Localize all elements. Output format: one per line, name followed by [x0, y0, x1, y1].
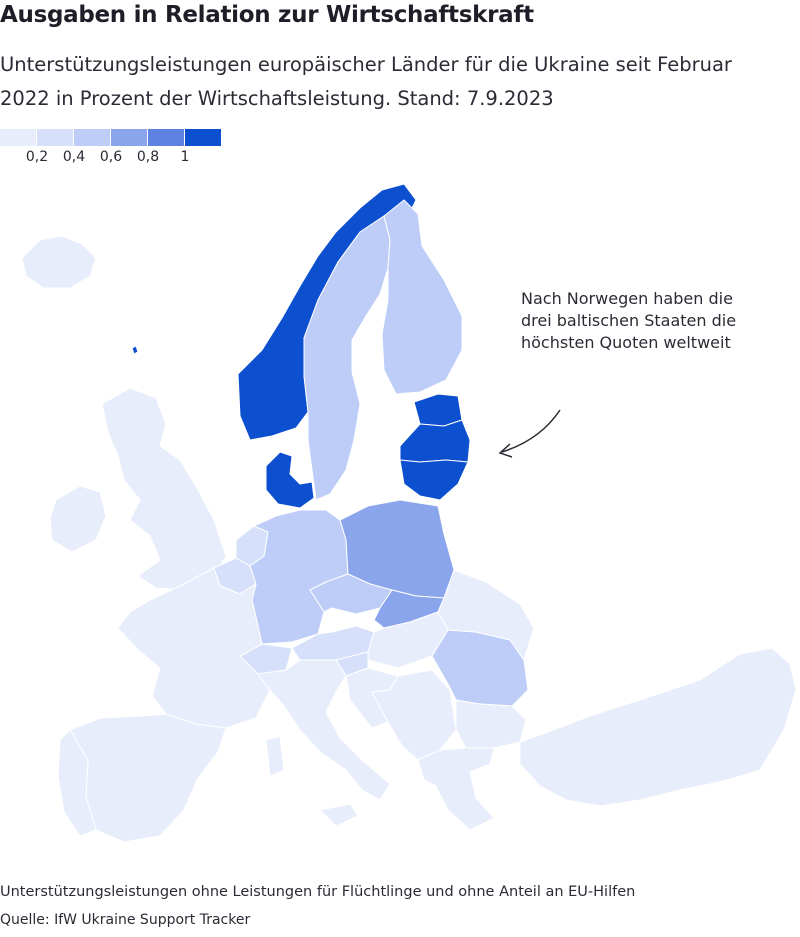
europe-map [21, 183, 797, 843]
legend-swatch-2 [74, 129, 110, 146]
country-sardinia [265, 735, 285, 777]
country-portugal [57, 729, 97, 837]
legend-tick-0-2: 0,2 [25, 149, 49, 165]
country-uk [101, 387, 227, 591]
chart-title: Ausgaben in Relation zur Wirtschaftskraf… [0, 2, 534, 28]
map-annotation: Nach Norwegen haben die drei baltischen … [521, 289, 737, 352]
legend-swatch-5 [185, 129, 221, 146]
country-italy [257, 659, 391, 801]
country-estonia [413, 393, 463, 427]
legend-swatch-3 [111, 129, 147, 146]
country-finland [381, 199, 463, 395]
source-line: Quelle: IfW Ukraine Support Tracker [0, 912, 251, 928]
legend-swatch-4 [148, 129, 184, 146]
country-lithuania [399, 459, 469, 501]
country-iceland [21, 235, 97, 289]
country-bulgaria [455, 699, 527, 749]
legend-tick-0-6: 0,6 [99, 149, 123, 165]
legend-swatch-1 [37, 129, 73, 146]
legend-ticks: 0,2 0,4 0,6 0,8 1 [0, 149, 222, 171]
country-sicily [319, 803, 359, 827]
country-france [117, 567, 271, 729]
country-greece [417, 747, 495, 831]
chart-subtitle: Unterstützungsleistungen europäischer Lä… [0, 53, 732, 110]
country-ireland [49, 485, 107, 553]
legend-tick-0-4: 0,4 [62, 149, 86, 165]
annotation-arrow [501, 409, 561, 453]
country-latvia [399, 419, 471, 463]
country-faroe [131, 345, 139, 355]
legend-swatches [0, 129, 222, 146]
country-ukraine-region [437, 569, 535, 661]
footnote: Unterstützungsleistungen ohne Leistungen… [0, 884, 636, 900]
country-turkey [519, 647, 797, 807]
annotation-arrowhead [498, 443, 513, 458]
legend-tick-0-8: 0,8 [136, 149, 160, 165]
legend-tick-1: 1 [180, 149, 190, 165]
color-legend: 0,2 0,4 0,6 0,8 1 [0, 129, 222, 171]
country-denmark [265, 451, 315, 509]
country-sweden [303, 215, 391, 501]
legend-swatch-0 [0, 129, 36, 146]
country-germany [249, 509, 349, 645]
